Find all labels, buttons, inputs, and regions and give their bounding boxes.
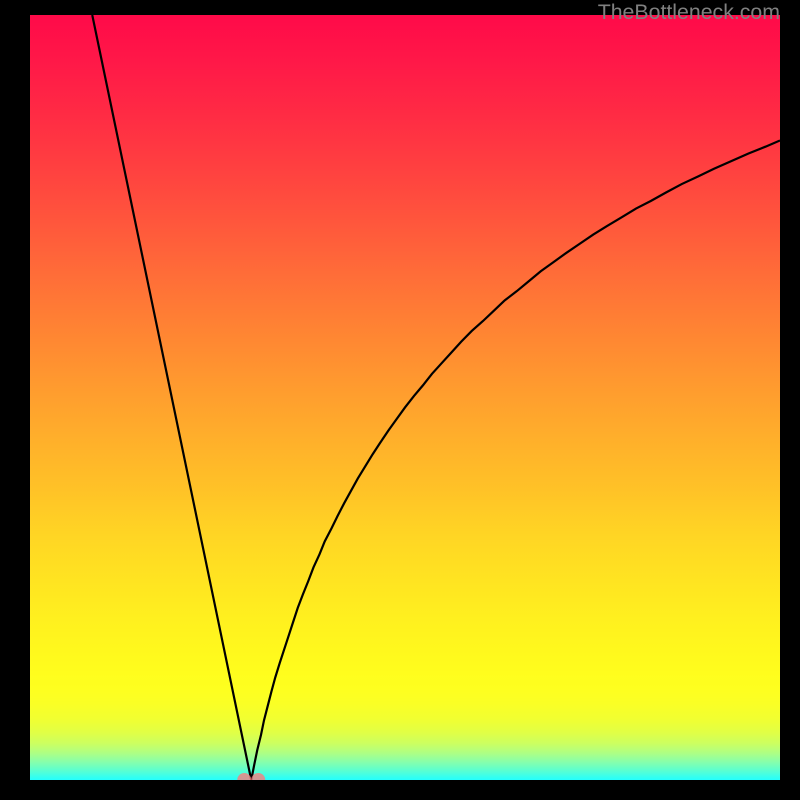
plot-area <box>30 15 780 780</box>
chart-stage: TheBottleneck.com <box>0 0 800 800</box>
bottleneck-curve-path <box>92 15 780 780</box>
bottleneck-curve <box>30 15 780 780</box>
watermark-text: TheBottleneck.com <box>598 0 780 25</box>
